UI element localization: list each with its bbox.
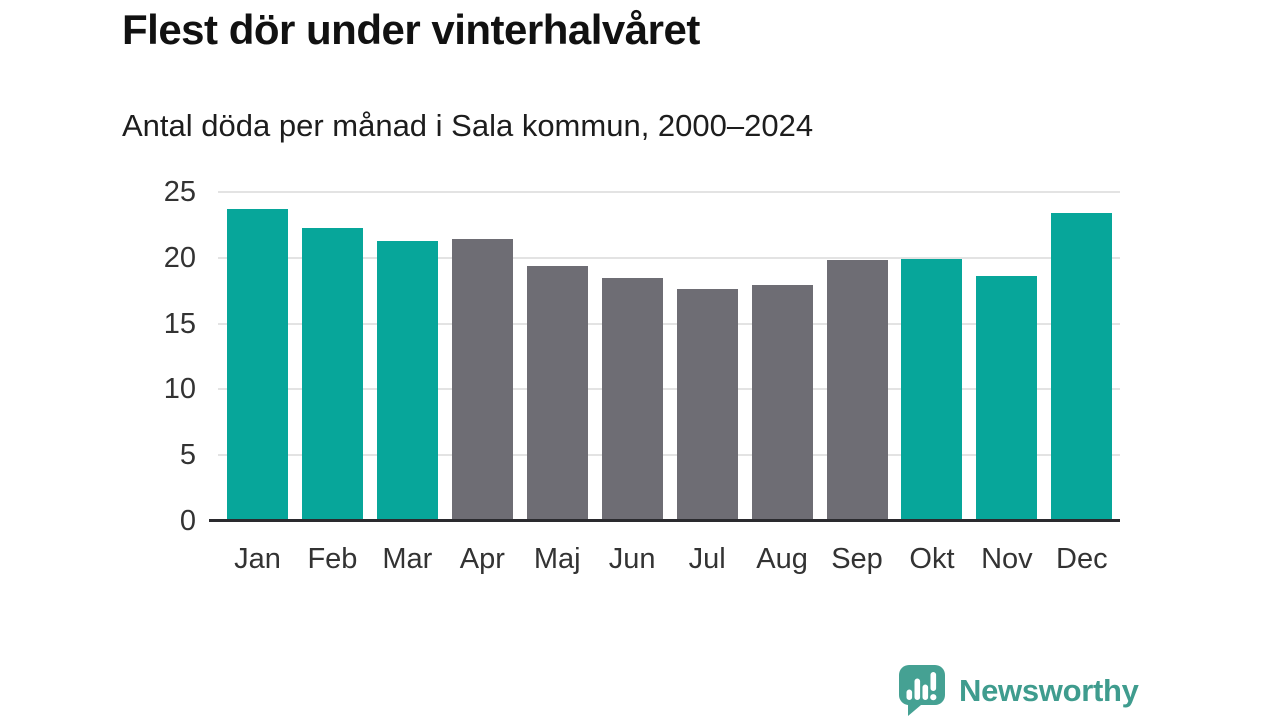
x-tick-label-jan: Jan: [234, 543, 281, 575]
x-tick-label-aug: Aug: [756, 543, 808, 575]
bar-jan: [227, 209, 288, 521]
x-tick-label-jun: Jun: [608, 543, 656, 575]
x-tick-label-mar: Mar: [382, 543, 433, 575]
chart-subtitle: Antal döda per månad i Sala kommun, 2000…: [122, 108, 814, 143]
y-axis-labels: 0 5 10 15 20 25: [120, 177, 196, 536]
x-tick-label-maj: Maj: [533, 543, 581, 575]
bar-jun: [601, 277, 663, 521]
bar-maj: [526, 265, 588, 521]
newsworthy-logo: Newsworthy: [898, 664, 1139, 717]
gridline-25: [218, 191, 1120, 193]
bar-okt: [901, 259, 963, 521]
bar-nov: [976, 276, 1038, 521]
bar-jul: [676, 289, 738, 521]
bar-feb: [301, 227, 363, 521]
y-tick-label-20: 20: [163, 241, 196, 274]
x-tick-label-apr: Apr: [459, 543, 505, 575]
y-tick-label-10: 10: [163, 373, 196, 406]
y-tick-label-5: 5: [179, 439, 196, 472]
bar-apr: [451, 239, 513, 521]
speech-bubble-shape: [898, 665, 945, 716]
gridline-5: [218, 454, 1120, 457]
x-tick-label-jul: Jul: [688, 543, 726, 575]
bar-mar: [376, 240, 438, 521]
x-axis-line: [209, 519, 1120, 522]
x-tick-label-nov: Nov: [981, 543, 1033, 575]
gridline-15: [218, 322, 1120, 325]
chart-title: Flest dör under vinterhalvåret: [122, 6, 700, 53]
logo-text: Newsworthy: [959, 672, 1139, 708]
bar-aug: [751, 285, 813, 521]
y-tick-label-15: 15: [163, 307, 196, 340]
x-tick-label-dec: Dec: [1056, 543, 1108, 575]
x-tick-label-feb: Feb: [307, 543, 358, 575]
x-tick-label-sep: Sep: [831, 543, 883, 575]
y-tick-label-0: 0: [179, 505, 196, 537]
gridline-10: [218, 388, 1120, 391]
bar-dec: [1051, 213, 1113, 521]
plot-area: [209, 191, 1120, 522]
x-axis-labels: Jan Feb Mar Apr Maj Jun Jul Aug Sep Okt Nov Dec: [218, 540, 1120, 580]
y-tick-label-25: 25: [163, 176, 196, 208]
gridline-20: [218, 256, 1120, 259]
bar-sep: [826, 260, 888, 521]
x-tick-label-okt: Okt: [909, 543, 955, 575]
speech-bubble-bar-chart-icon: [898, 665, 945, 716]
